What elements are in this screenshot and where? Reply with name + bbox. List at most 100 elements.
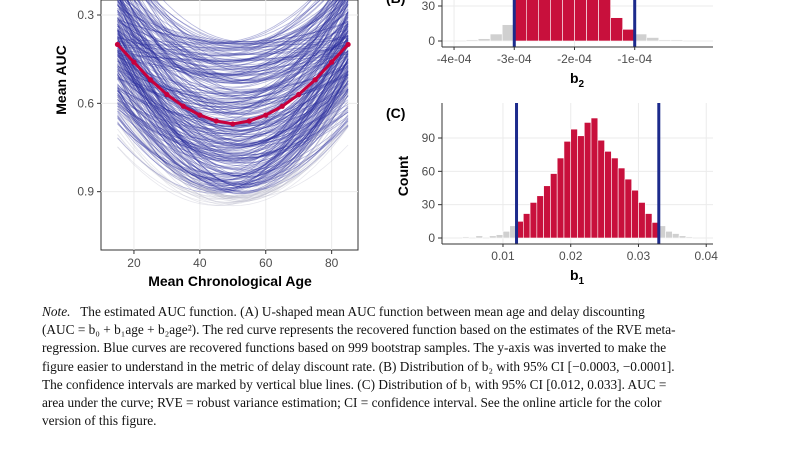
bootstrap-curve	[117, 0, 349, 44]
bootstrap-curve	[118, 0, 349, 188]
bootstrap-curve	[126, 0, 349, 99]
figure-caption: Note. The estimated AUC function. (A) U-…	[42, 303, 772, 430]
x-tick-label: -2e-04	[557, 52, 592, 66]
y-tick-label: 90	[422, 131, 436, 145]
bootstrap-curve	[117, 99, 349, 157]
bootstrap-curve	[117, 18, 349, 203]
bootstrap-curve	[133, 0, 349, 69]
caption-line: area under the curve; RVE = robust varia…	[42, 395, 662, 411]
bootstrap-curve	[117, 47, 349, 110]
bootstrap-curve	[117, 50, 349, 164]
bootstrap-curve	[117, 20, 349, 132]
bootstrap-curve	[117, 50, 349, 138]
bootstrap-curve	[117, 93, 349, 156]
fitted-curve	[114, 41, 351, 127]
y-tick-label: 60	[422, 164, 436, 178]
bootstrap-curve	[117, 18, 349, 202]
caption-line: figure easier to understand in the metri…	[42, 358, 675, 374]
bootstrap-curve	[117, 38, 349, 147]
bootstrap-curve	[121, 0, 349, 144]
bootstrap-curve	[117, 16, 349, 201]
bootstrap-curve	[117, 93, 349, 192]
bootstrap-curve	[117, 37, 349, 147]
bootstrap-curve	[117, 14, 349, 131]
panel-c-axes: 0.01 0.02 0.03 0.04 0 30 60 90	[422, 103, 719, 263]
bootstrap-curve	[117, 29, 349, 167]
bootstrap-curve	[117, 34, 349, 97]
bootstrap-curve	[117, 71, 349, 200]
fitted-curve-point	[131, 59, 137, 65]
bootstrap-curve	[117, 80, 349, 185]
bootstrap-curve	[149, 0, 334, 55]
bootstrap-curve	[117, 0, 344, 128]
bootstrap-curve	[153, 0, 343, 44]
histogram-bar	[529, 202, 538, 239]
bootstrap-curve	[117, 60, 349, 90]
bootstrap-curve	[117, 76, 349, 179]
bootstrap-curve	[117, 91, 349, 190]
bootstrap-curve	[117, 52, 349, 76]
x-tick-label: 0.01	[491, 249, 515, 263]
bootstrap-curve	[117, 47, 349, 56]
bootstrap-curve	[117, 51, 349, 60]
bootstrap-curve	[117, 84, 349, 135]
bootstrap-curve	[149, 0, 347, 73]
bootstrap-curve	[117, 5, 349, 57]
panel-b-xlabel: b2	[570, 70, 585, 90]
fitted-curve-point	[114, 41, 121, 48]
bootstrap-curve	[126, 0, 325, 50]
bootstrap-curve	[117, 90, 349, 147]
bootstrap-curve	[117, 84, 349, 197]
fitted-curve-point	[230, 121, 236, 127]
x-tick-label: 0.02	[559, 249, 583, 263]
bootstrap-curve	[120, 0, 349, 115]
x-tick-label: 0.04	[695, 249, 719, 263]
bootstrap-curve	[117, 37, 349, 110]
bootstrap-curve	[117, 66, 349, 146]
bootstrap-curve	[117, 106, 349, 199]
bootstrap-curve	[117, 29, 349, 193]
bootstrap-curve	[117, 34, 349, 82]
bootstrap-curve	[119, 0, 349, 112]
bootstrap-curve	[147, 0, 349, 82]
y-tick-label: 0	[428, 34, 435, 48]
bootstrap-curve	[117, 19, 349, 43]
bootstrap-curve	[117, 78, 349, 187]
bootstrap-curve	[117, 24, 349, 152]
bootstrap-curve	[117, 22, 349, 100]
histogram-bar	[665, 231, 673, 239]
bootstrap-curve	[119, 0, 349, 145]
y-tick-label: 0.9	[77, 185, 94, 199]
bootstrap-curve	[117, 0, 349, 75]
bootstrap-curve	[117, 48, 349, 167]
bootstrap-curve	[131, 0, 346, 99]
bootstrap-curve	[138, 0, 349, 93]
bootstrap-curve	[117, 28, 349, 76]
bootstrap-curve	[119, 0, 329, 77]
bootstrap-curve	[117, 105, 349, 206]
bootstrap-curve	[117, 0, 335, 57]
panel-c-xlabel: b1	[570, 267, 585, 287]
bootstrap-curve	[117, 0, 349, 164]
bootstrap-curve	[134, 0, 349, 114]
histogram-bar	[577, 135, 585, 239]
histogram-bar	[556, 157, 565, 239]
bootstrap-curve	[117, 22, 349, 128]
fitted-curve-point	[329, 59, 335, 65]
y-tick-label: 30	[422, 0, 436, 13]
panel-a-ylabel: Mean AUC	[53, 45, 69, 115]
caption-line: Note. The estimated AUC function. (A) U-…	[42, 304, 645, 319]
histogram-bar	[604, 151, 612, 239]
bootstrap-curve	[117, 0, 335, 77]
histogram-bar	[658, 39, 672, 42]
bootstrap-curve	[117, 0, 345, 68]
bootstrap-curve	[117, 81, 349, 181]
bootstrap-curve	[117, 71, 349, 109]
bootstrap-curve	[137, 0, 349, 83]
bootstrap-curve	[127, 0, 349, 133]
histogram-bar	[634, 33, 648, 42]
bootstrap-curve	[117, 53, 349, 71]
bootstrap-curve	[117, 83, 349, 183]
bootstrap-curve	[117, 61, 349, 162]
histogram-bar	[644, 213, 653, 239]
